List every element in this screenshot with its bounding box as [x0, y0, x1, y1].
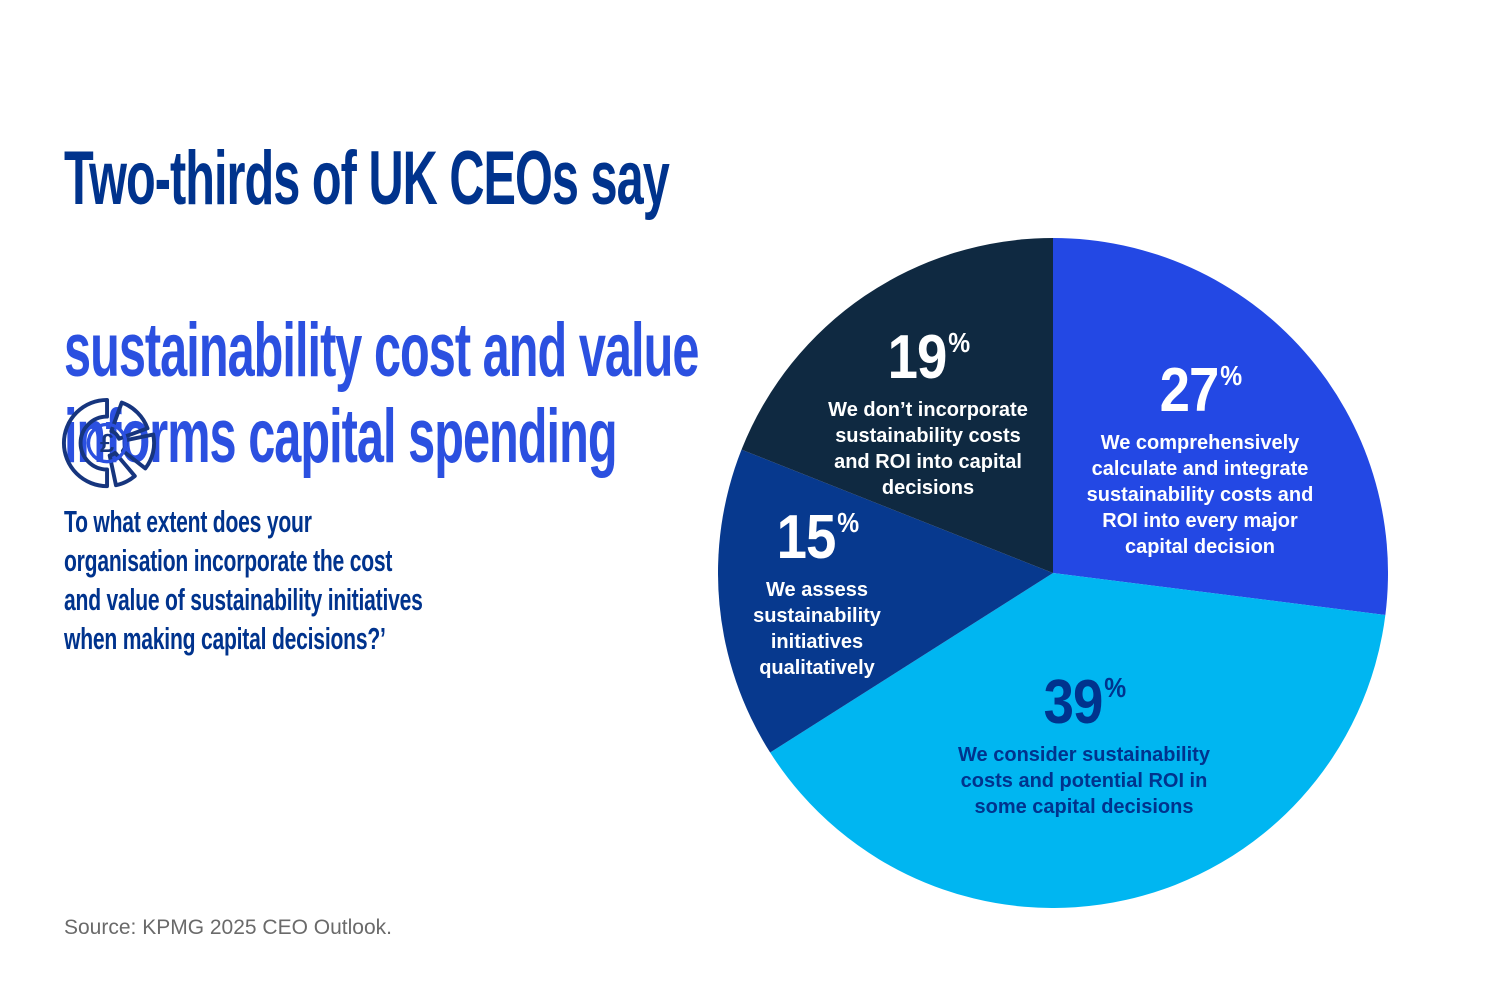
source-note: Source: KPMG 2025 CEO Outlook. — [64, 916, 392, 939]
slice-value: 39% — [1043, 672, 1126, 734]
percent-sign: % — [836, 507, 859, 538]
pie-slice-19pct — [741, 238, 1053, 573]
slice-description: We comprehensively calculate and integra… — [1086, 432, 1314, 558]
slice-value: 19% — [887, 327, 970, 389]
headline-line-dark: Two-thirds of UK CEOs say — [64, 136, 670, 221]
slice-label-15pct: 15% We assess sustainability initiatives… — [712, 507, 922, 681]
headline-lines-bright: sustainability cost and value informs ca… — [64, 308, 699, 479]
slice-value: 27% — [1159, 360, 1242, 422]
slice-percent-number: 15 — [776, 503, 836, 572]
percent-sign: % — [1103, 672, 1126, 703]
pie-slice-39pct — [770, 573, 1386, 908]
slice-description: We consider sustainability costs and pot… — [958, 744, 1210, 818]
pie-chart: 27% We comprehensively calculate and int… — [718, 238, 1388, 908]
slice-description: We assess sustainability initiatives qua… — [753, 579, 881, 679]
percent-sign: % — [947, 327, 970, 358]
pie-slice-27pct — [1053, 238, 1388, 615]
pie-slice-15pct — [718, 449, 1053, 753]
icon-bottom-right-wedge — [107, 450, 137, 488]
slice-label-39pct: 39% We consider sustainability costs and… — [914, 672, 1254, 820]
slice-description: We don’t incorporate sustainability cost… — [828, 399, 1028, 499]
icon-centre-ring — [86, 422, 128, 464]
icon-left-wedge — [62, 397, 109, 489]
pie-chart-svg — [718, 238, 1388, 908]
slice-value: 15% — [776, 507, 859, 569]
pound-symbol: £ — [100, 430, 114, 458]
icon-top-right-wedge — [109, 400, 150, 441]
slice-label-19pct: 19% We don’t incorporate sustainability … — [793, 327, 1063, 501]
pound-pie-icon: £ — [62, 397, 157, 489]
slice-label-27pct: 27% We comprehensively calculate and int… — [1050, 360, 1350, 560]
slice-percent-number: 27 — [1159, 356, 1219, 425]
slice-percent-number: 19 — [887, 323, 947, 392]
survey-question: To what extent does your organisation in… — [64, 504, 423, 656]
percent-sign: % — [1219, 360, 1242, 391]
slice-percent-number: 39 — [1043, 668, 1103, 737]
icon-right-wedge — [120, 432, 157, 471]
page-title: Two-thirds of UK CEOs say sustainability… — [64, 50, 699, 566]
